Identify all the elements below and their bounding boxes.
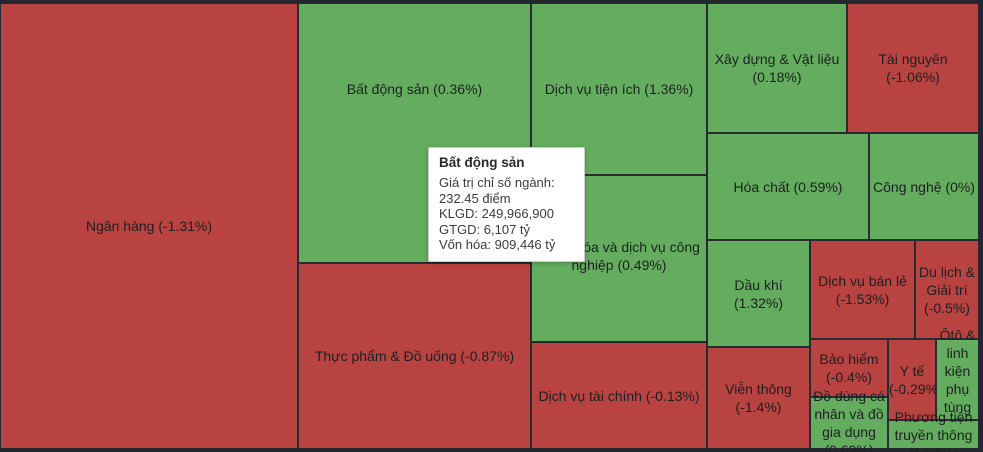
tile-label: Phương tiện truyền thông (6.94%)	[894, 408, 973, 452]
tile-label: Công nghệ (0%)	[873, 178, 975, 195]
tile-dich-vu-tien-ich[interactable]: Dịch vụ tiện ích (1.36%)	[531, 3, 707, 175]
tile-do-dung-ca-nhan-gia-dung[interactable]: Đồ dùng cá nhân và đồ gia dụng (0.69%)	[810, 388, 888, 452]
tile-label: Xây dựng & Vật liệu (0.18%)	[714, 51, 840, 85]
tile-oto-linh-kien-phu-tung[interactable]: Ôtô & linh kiện phụ tùng (0.75%)	[936, 327, 983, 433]
tile-dich-vu-tai-chinh[interactable]: Dịch vụ tài chính (-0.13%)	[531, 342, 707, 449]
tile-label: Thực phẩm & Đồ uống (-0.87%)	[314, 348, 515, 364]
tile-bao-hiem[interactable]: Bảo hiểm (-0.4%)	[810, 339, 888, 397]
tile-label: Tài nguyên (-1.06%)	[878, 51, 948, 85]
tile-y-te[interactable]: Y tế (-0.29%)	[888, 339, 943, 420]
tile-label: Bất động sản (0.36%)	[346, 80, 483, 97]
tile-du-lich-giai-tri[interactable]: Du lịch & Giải trí (-0.5%)	[915, 240, 979, 339]
tile-label: Du lịch & Giải trí (-0.5%)	[918, 263, 976, 316]
tile-label: Bảo hiểm (-0.4%)	[819, 351, 879, 385]
tooltip-row-index-value: Giá trị chỉ số ngành: 232.45 điểm	[439, 175, 555, 206]
tile-hoa-chat[interactable]: Hóa chất (0.59%)	[707, 133, 869, 240]
tile-label: Dầu khí (1.32%)	[733, 276, 784, 311]
tooltip-row-klgd: KLGD: 249,966,900	[439, 206, 554, 221]
tile-bat-dong-san[interactable]: Bất động sản (0.36%)	[298, 3, 531, 263]
tile-dau-khi[interactable]: Dầu khí (1.32%)	[707, 240, 810, 347]
tile-label: Y tế (-0.29%)	[889, 362, 943, 397]
tile-label: Đồ dùng cá nhân và đồ gia dụng (0.69%)	[813, 388, 885, 452]
sector-tooltip: Bất động sản Giá trị chỉ số ngành: 232.4…	[428, 147, 585, 262]
tooltip-title: Bất động sản	[439, 155, 525, 170]
tile-phuong-tien-truyen-thong[interactable]: Phương tiện truyền thông (6.94%)	[888, 409, 979, 452]
tile-xay-dung-vat-lieu[interactable]: Xây dựng & Vật liệu (0.18%)	[707, 3, 847, 133]
tile-label: Dịch vụ bán lẻ (-1.53%)	[818, 272, 907, 307]
tile-ngan-hang[interactable]: Ngân hàng (-1.31%)	[0, 3, 298, 449]
tile-dich-vu-ban-le[interactable]: Dịch vụ bán lẻ (-1.53%)	[810, 240, 915, 339]
tile-label: Hóa chất (0.59%)	[733, 178, 843, 195]
tile-label: Ngân hàng (-1.31%)	[85, 218, 213, 234]
tooltip-row-von-hoa: Vốn hóa: 909,446 tỷ	[439, 237, 556, 252]
tile-cong-nghe[interactable]: Công nghệ (0%)	[869, 133, 979, 240]
tile-label: Dịch vụ tài chính (-0.13%)	[538, 387, 700, 404]
tile-vien-thong[interactable]: Viễn thông (-1.4%)	[707, 347, 810, 449]
tile-label: Dịch vụ tiện ích (1.36%)	[544, 81, 694, 97]
tile-label: Viễn thông (-1.4%)	[725, 381, 792, 415]
tile-thuc-pham-do-uong[interactable]: Thực phẩm & Đồ uống (-0.87%)	[298, 263, 531, 449]
tile-tai-nguyen[interactable]: Tài nguyên (-1.06%)	[847, 3, 979, 133]
tooltip-row-gtgd: GTGD: 6,107 tỷ	[439, 221, 531, 237]
